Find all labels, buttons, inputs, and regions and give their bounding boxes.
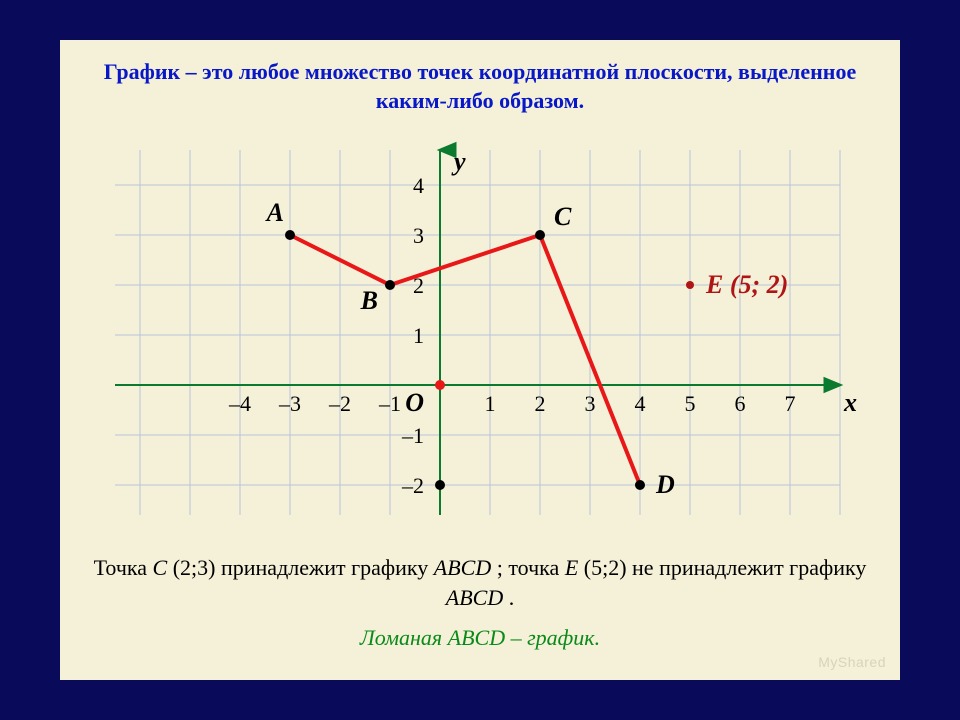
belongs-caption: Точка C (2;3) принадлежит графику ABCD ;…: [80, 553, 880, 612]
f1-p2: C: [153, 555, 173, 580]
svg-text:1: 1: [485, 391, 496, 416]
content-panel: График – это любое множество точек коорд…: [60, 40, 900, 680]
svg-text:4: 4: [413, 173, 424, 198]
svg-text:E (5; 2): E (5; 2): [705, 270, 788, 299]
svg-text:y: y: [451, 147, 466, 176]
svg-text:6: 6: [735, 391, 746, 416]
f1-p5: ; точка: [497, 555, 565, 580]
f1-p1: Точка: [94, 555, 153, 580]
svg-text:–1: –1: [401, 423, 424, 448]
svg-text:5: 5: [685, 391, 696, 416]
title-text: График – это любое множество точек коорд…: [80, 58, 880, 115]
svg-text:D: D: [655, 470, 675, 499]
svg-text:–2: –2: [401, 473, 424, 498]
f1-p7: (5;2) не принадлежит графику: [584, 555, 867, 580]
svg-text:2: 2: [535, 391, 546, 416]
f1-p4: ABCD: [434, 555, 497, 580]
coordinate-chart: –4–3–2–112345671234–1–2xyOABCDE (5; 2): [80, 123, 880, 523]
svg-text:–1: –1: [378, 391, 401, 416]
svg-text:4: 4: [635, 391, 646, 416]
svg-text:–3: –3: [278, 391, 301, 416]
svg-text:–4: –4: [228, 391, 251, 416]
f1-p8: ABCD: [446, 585, 509, 610]
chart-svg: –4–3–2–112345671234–1–2xyOABCDE (5; 2): [80, 123, 880, 523]
watermark: MyShared: [818, 654, 886, 670]
f1-p9: .: [509, 585, 515, 610]
svg-text:x: x: [843, 388, 857, 417]
svg-text:3: 3: [413, 223, 424, 248]
svg-text:–2: –2: [328, 391, 351, 416]
svg-text:A: A: [265, 198, 284, 227]
f1-p6: E: [565, 555, 584, 580]
svg-text:7: 7: [785, 391, 796, 416]
polyline-caption: Ломаная ABCD – график.: [80, 625, 880, 651]
svg-text:C: C: [554, 202, 572, 231]
f1-p3: (2;3) принадлежит графику: [173, 555, 434, 580]
svg-text:B: B: [360, 286, 378, 315]
svg-text:3: 3: [585, 391, 596, 416]
svg-text:O: O: [405, 388, 424, 417]
svg-text:1: 1: [413, 323, 424, 348]
